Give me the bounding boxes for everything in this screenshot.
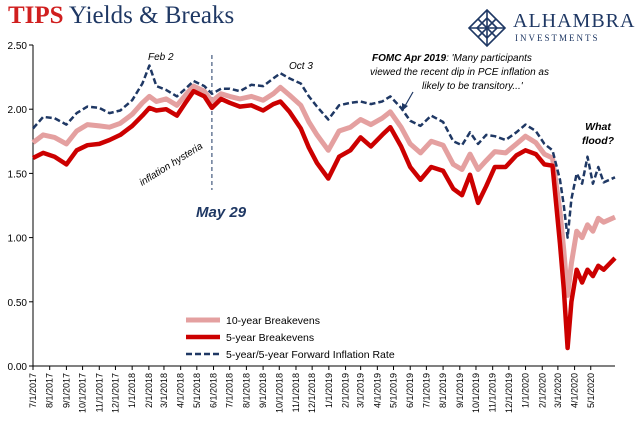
y-tick-label: 2.00: [8, 105, 28, 116]
x-tick-label: 9/1/2017: [61, 373, 71, 408]
legend-label: 10-year Breakevens: [226, 315, 320, 327]
annotation-feb2: Feb 2: [148, 52, 174, 63]
y-tick-label: 2.50: [8, 41, 28, 52]
x-tick-label: 4/1/2018: [176, 373, 186, 408]
x-tick-label: 5/1/2020: [586, 373, 596, 408]
annotation-fomc-line3: likely to be transitory...': [422, 81, 524, 92]
x-tick-label: 8/1/2017: [45, 373, 55, 408]
x-tick-label: 7/1/2017: [28, 373, 38, 408]
series-line-2: [31, 88, 617, 351]
x-tick-label: 4/1/2019: [372, 373, 382, 408]
x-tick-label: 2/1/2019: [341, 373, 351, 408]
y-tick-label: 1.50: [8, 169, 28, 180]
x-tick-label: 12/1/2018: [307, 373, 317, 413]
fomc-arrow-head: [402, 103, 408, 111]
x-tick-label: 7/1/2019: [421, 373, 431, 408]
x-tick-label: 2/1/2020: [537, 373, 547, 408]
x-tick-label: 1/1/2020: [521, 373, 531, 408]
x-tick-label: 7/1/2018: [225, 373, 235, 408]
x-tick-label: 2/1/2018: [144, 373, 154, 408]
x-tick-label: 10/1/2018: [274, 373, 284, 413]
x-tick-label: 10/1/2019: [471, 373, 481, 413]
x-tick-label: 3/1/2020: [553, 373, 563, 408]
annotation-flood: flood?: [582, 135, 615, 147]
x-tick-label: 5/1/2018: [192, 373, 202, 408]
y-tick-label: 0.50: [8, 298, 28, 309]
x-tick-label: 1/1/2019: [324, 373, 334, 408]
x-tick-label: 9/1/2018: [258, 373, 268, 408]
annotation-may29: May 29: [196, 204, 247, 221]
x-tick-label: 3/1/2018: [159, 373, 169, 408]
legend-label: 5-year/5-year Forward Inflation Rate: [226, 349, 395, 361]
annotation-oct3: Oct 3: [289, 61, 313, 72]
x-tick-label: 4/1/2020: [570, 373, 580, 408]
y-tick-label: 1.00: [8, 234, 28, 245]
x-tick-label: 11/1/2018: [291, 373, 301, 412]
x-tick-label: 8/1/2018: [241, 373, 251, 408]
chart-title: TIPS Yields & Breaks: [8, 2, 234, 30]
x-tick-label: 6/1/2018: [209, 373, 219, 408]
legend-label: 5-year Breakevens: [226, 332, 314, 344]
fomc-arrow-line: [404, 91, 414, 107]
x-tick-label: 10/1/2017: [78, 373, 88, 413]
y-tick-label: 0.00: [8, 362, 28, 373]
series-line-1: [31, 83, 617, 298]
annotation-what: What: [585, 121, 611, 133]
logo-subtitle: INVESTMENTS: [515, 33, 600, 43]
x-tick-label: 8/1/2019: [438, 373, 448, 408]
x-tick-label: 3/1/2019: [356, 373, 366, 408]
x-tick-label: 9/1/2019: [455, 373, 465, 408]
annotation-fomc-line1: FOMC Apr 2019: 'Many participants: [372, 53, 532, 64]
x-tick-label: 1/1/2018: [127, 373, 137, 408]
x-tick-label: 6/1/2019: [405, 373, 415, 408]
diamond-lattice-icon: [467, 8, 507, 48]
x-tick-label: 12/1/2017: [110, 373, 120, 413]
company-logo: ALHAMBRA INVESTMENTS: [465, 8, 635, 48]
chart-title-part1: TIPS: [8, 2, 64, 29]
chart-title-part2: Yields & Breaks: [68, 2, 235, 29]
annotation-inflation-hysteria: inflation hysteria: [138, 141, 205, 189]
x-tick-label: 5/1/2019: [389, 373, 399, 408]
x-tick-label: 11/1/2019: [488, 373, 498, 412]
x-tick-label: 11/1/2017: [94, 373, 104, 412]
logo-name: ALHAMBRA: [513, 10, 636, 32]
x-tick-label: 12/1/2019: [504, 373, 514, 413]
annotation-fomc-line2: viewed the recent dip in PCE inflation a…: [370, 67, 549, 78]
